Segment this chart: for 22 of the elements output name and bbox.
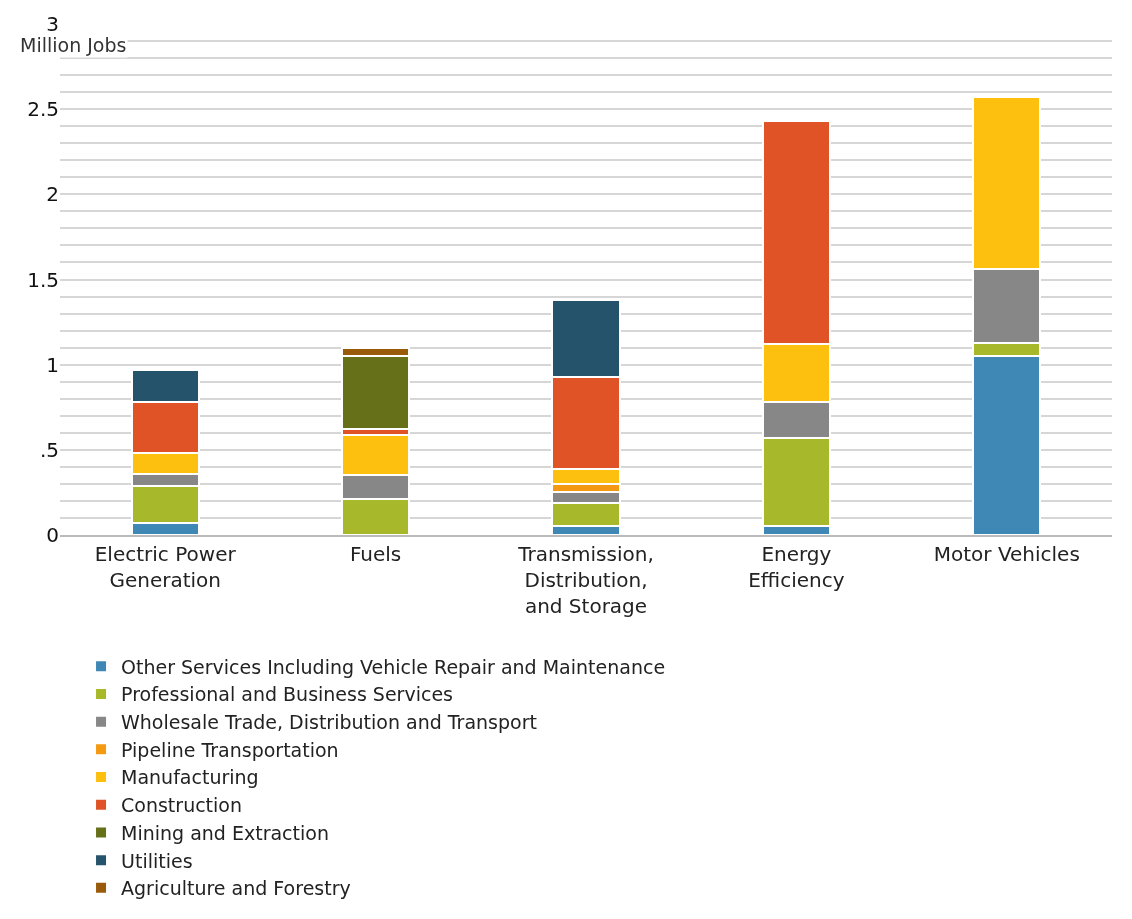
y-tick-label: 3 xyxy=(46,12,59,36)
x-tick-label: Electric Power Generation xyxy=(94,542,237,592)
x-tick-label: Fuels xyxy=(349,542,402,566)
legend-label: Construction xyxy=(121,794,243,817)
legend-label: Pipeline Transportation xyxy=(121,738,339,761)
x-tick-label: Motor Vehicles xyxy=(933,542,1080,566)
y-tick-label: 1.5 xyxy=(27,267,59,292)
y-axis-title: Million Jobs xyxy=(20,34,127,56)
legend-label: Manufacturing xyxy=(121,766,259,789)
legend-label: Wholesale Trade, Distribution and Transport xyxy=(121,711,537,734)
y-tick-label: 2.5 xyxy=(27,97,59,122)
legend-label: Agriculture and Forestry xyxy=(121,877,351,900)
y-tick-label: 0 xyxy=(46,523,59,547)
y-tick-label: 1 xyxy=(46,352,59,377)
x-tick-label: Energy Efficiency xyxy=(748,542,845,592)
legend-label: Professional and Business Services xyxy=(121,683,453,706)
y-tick-label: .5 xyxy=(39,437,59,462)
y-tick-label: 2 xyxy=(46,182,59,207)
x-tick-label: Transmission, Distribution, and Storage xyxy=(517,542,654,618)
legend-label: Other Services Including Vehicle Repair and Maintenance xyxy=(121,655,666,678)
legend-label: Utilities xyxy=(121,849,193,872)
legend-label: Mining and Extraction xyxy=(121,821,329,844)
